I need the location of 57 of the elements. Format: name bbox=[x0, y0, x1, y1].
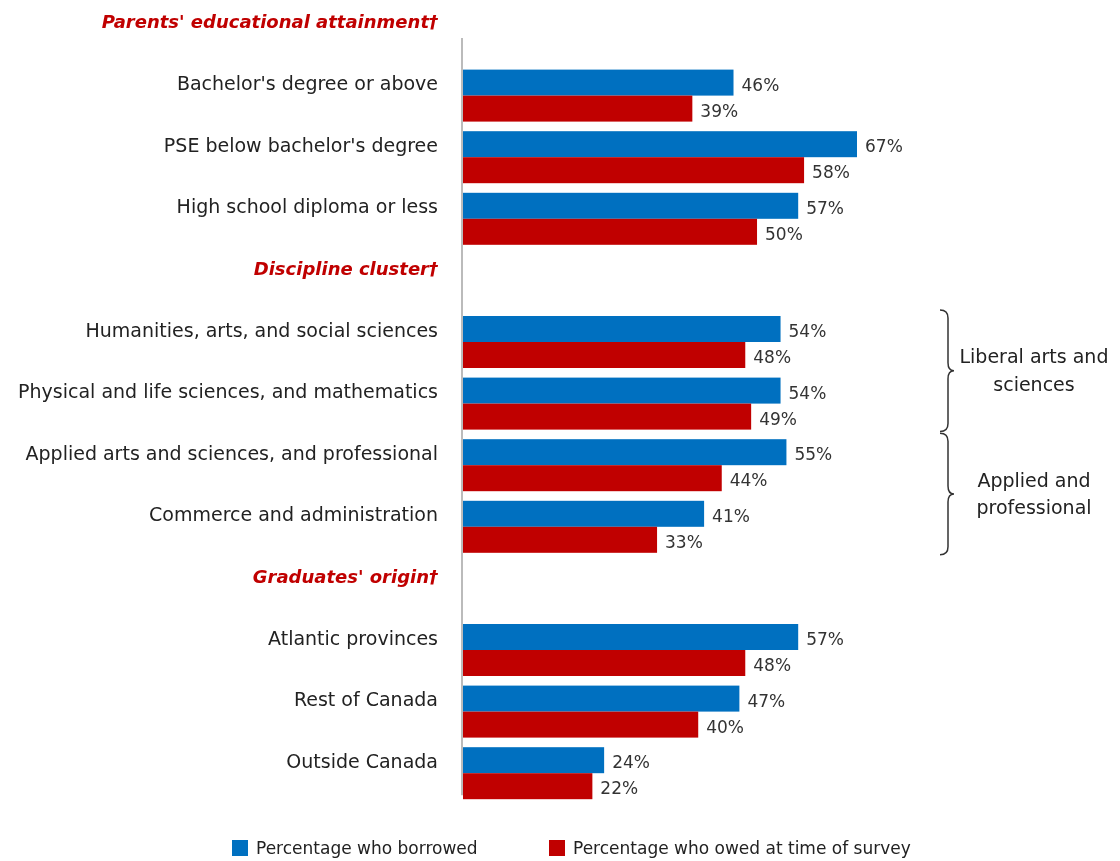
data-label: 48% bbox=[753, 346, 792, 367]
bar bbox=[463, 500, 705, 527]
y-tick-label: Parents' educational attainment† bbox=[101, 11, 439, 33]
bar bbox=[463, 650, 746, 676]
bar bbox=[463, 624, 799, 650]
y-tick-label: Humanities, arts, and social sciences bbox=[85, 318, 438, 341]
data-label: 57% bbox=[806, 628, 844, 649]
data-label: 22% bbox=[600, 778, 639, 799]
bar bbox=[463, 316, 781, 342]
text: Applied and professional bbox=[976, 468, 1092, 519]
y-tick-label: Bachelor's degree or above bbox=[176, 72, 438, 95]
bar bbox=[463, 377, 781, 404]
y-tick-label: High school diploma or less bbox=[176, 195, 438, 218]
data-label: 49% bbox=[759, 408, 797, 429]
data-label: 50% bbox=[765, 223, 803, 244]
data-label: 57% bbox=[806, 197, 844, 218]
y-tick-label: Commerce and administration bbox=[149, 503, 438, 526]
data-label: 46% bbox=[741, 74, 780, 95]
y-tick-label: Physical and life sciences, and mathematics bbox=[18, 380, 438, 403]
bar bbox=[463, 403, 752, 430]
data-label: 39% bbox=[700, 100, 739, 121]
legend-label: Percentage who borrowed bbox=[256, 837, 478, 858]
bar bbox=[463, 439, 787, 466]
y-tick-label: Rest of Canada bbox=[293, 688, 438, 711]
bar bbox=[463, 685, 740, 712]
bar bbox=[463, 69, 734, 96]
y-tick-label: Atlantic provinces bbox=[268, 626, 438, 649]
bar bbox=[463, 465, 722, 492]
bar bbox=[463, 711, 699, 738]
data-label: 47% bbox=[747, 690, 786, 711]
bar bbox=[463, 747, 605, 774]
data-label: 58% bbox=[812, 162, 850, 183]
legend-label: Percentage who owed at time of survey bbox=[573, 837, 911, 858]
bar bbox=[463, 342, 746, 368]
data-label: 67% bbox=[865, 136, 903, 157]
y-tick-label: Discipline cluster† bbox=[253, 257, 439, 279]
bar bbox=[463, 773, 593, 800]
data-label: 41% bbox=[712, 505, 750, 526]
data-label: 55% bbox=[794, 444, 833, 465]
data-label: 24% bbox=[612, 752, 650, 773]
bar bbox=[463, 157, 805, 184]
bar bbox=[463, 192, 799, 219]
data-label: 54% bbox=[788, 382, 827, 403]
y-tick-label: PSE below bachelor's degree bbox=[163, 133, 438, 156]
y-tick-label: Outside Canada bbox=[286, 749, 438, 772]
text: Liberal arts and sciences bbox=[959, 345, 1109, 395]
y-tick-label: Applied arts and sciences, and professional bbox=[25, 441, 438, 464]
y-tick-label: Graduates' origin† bbox=[252, 565, 439, 587]
data-label: 40% bbox=[706, 716, 745, 737]
data-label: 48% bbox=[753, 654, 792, 675]
bar bbox=[463, 526, 658, 553]
data-label: 33% bbox=[665, 531, 703, 552]
bar bbox=[463, 218, 758, 245]
bar bbox=[463, 95, 693, 122]
bar bbox=[463, 131, 857, 158]
data-label: 54% bbox=[788, 320, 827, 341]
data-label: 44% bbox=[729, 470, 768, 491]
